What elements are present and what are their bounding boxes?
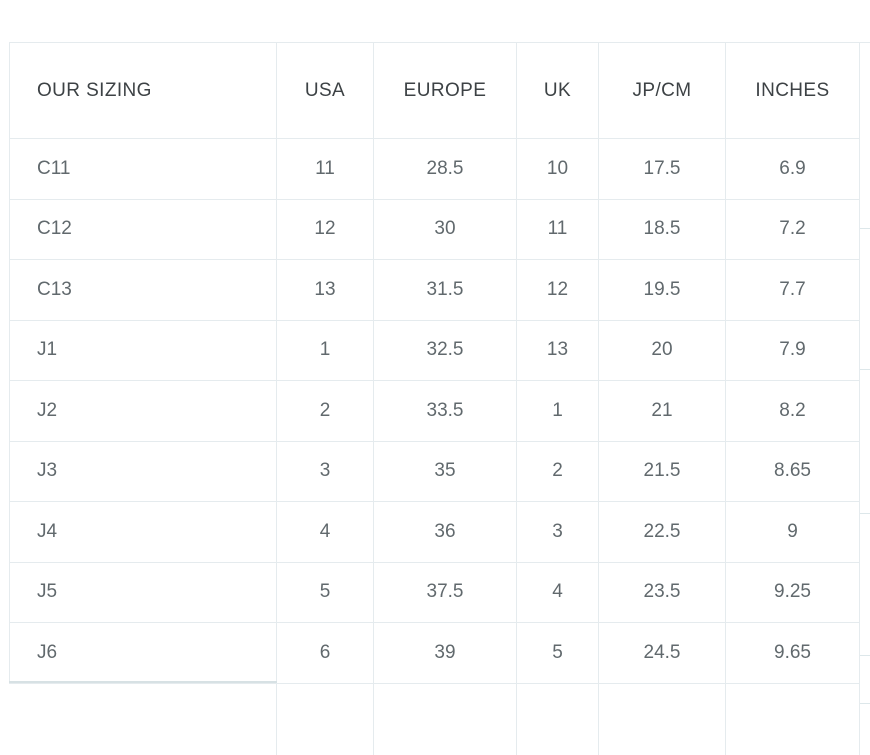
adjacent-row-border bbox=[860, 655, 870, 656]
size-value-cell: 17.5 bbox=[599, 139, 726, 200]
size-value-cell: 28.5 bbox=[374, 139, 517, 200]
table-row: J3 3 35 2 21.5 8.65 bbox=[9, 441, 860, 502]
size-value-cell: 37.5 bbox=[374, 562, 517, 623]
table-row: J4 4 36 3 22.5 9 bbox=[9, 502, 860, 563]
size-label-cell: J5 bbox=[9, 562, 277, 623]
adjacent-row-border bbox=[860, 513, 870, 514]
size-value-cell: 31.5 bbox=[374, 260, 517, 321]
size-value-cell: 4 bbox=[517, 562, 599, 623]
table-row: J1 1 32.5 13 20 7.9 bbox=[9, 320, 860, 381]
size-value-cell: 13 bbox=[517, 320, 599, 381]
size-value-cell: 3 bbox=[277, 441, 374, 502]
size-label-cell: J4 bbox=[9, 502, 277, 563]
size-value-cell: 21 bbox=[599, 381, 726, 442]
size-value-cell: 20 bbox=[599, 320, 726, 381]
size-value-cell: 33.5 bbox=[374, 381, 517, 442]
size-value-cell: 12 bbox=[277, 199, 374, 260]
empty-cell bbox=[599, 683, 726, 755]
table-row: J6 6 39 5 24.5 9.65 bbox=[9, 623, 860, 684]
column-header-inches: INCHES bbox=[726, 42, 860, 139]
table-row: J2 2 33.5 1 21 8.2 bbox=[9, 381, 860, 442]
empty-partial-row bbox=[9, 683, 860, 755]
size-value-cell: 23.5 bbox=[599, 562, 726, 623]
size-value-cell: 7.2 bbox=[726, 199, 860, 260]
empty-cell bbox=[9, 683, 277, 755]
size-value-cell: 39 bbox=[374, 623, 517, 684]
size-value-cell: 4 bbox=[277, 502, 374, 563]
size-conversion-table: OUR SIZING USA EUROPE UK JP/CM INCHES C11 11 28.… bbox=[9, 42, 860, 755]
size-value-cell: 36 bbox=[374, 502, 517, 563]
empty-cell bbox=[374, 683, 517, 755]
first-column-divider bbox=[9, 681, 277, 683]
size-value-cell: 22.5 bbox=[599, 502, 726, 563]
size-value-cell: 7.9 bbox=[726, 320, 860, 381]
adjacent-row-border bbox=[860, 369, 870, 370]
size-value-cell: 5 bbox=[277, 562, 374, 623]
size-value-cell: 10 bbox=[517, 139, 599, 200]
size-value-cell: 11 bbox=[277, 139, 374, 200]
size-value-cell: 30 bbox=[374, 199, 517, 260]
size-value-cell: 7.7 bbox=[726, 260, 860, 321]
size-value-cell: 9.25 bbox=[726, 562, 860, 623]
empty-cell bbox=[726, 683, 860, 755]
size-value-cell: 9 bbox=[726, 502, 860, 563]
table-header-row: OUR SIZING USA EUROPE UK JP/CM INCHES bbox=[9, 42, 860, 139]
empty-cell bbox=[277, 683, 374, 755]
size-value-cell: 8.2 bbox=[726, 381, 860, 442]
table-row: C13 13 31.5 12 19.5 7.7 bbox=[9, 260, 860, 321]
size-value-cell: 1 bbox=[517, 381, 599, 442]
size-label-cell: J3 bbox=[9, 441, 277, 502]
column-header-jp-cm: JP/CM bbox=[599, 42, 726, 139]
size-label-cell: C11 bbox=[9, 139, 277, 200]
size-label-cell: J1 bbox=[9, 320, 277, 381]
table-row: C11 11 28.5 10 17.5 6.9 bbox=[9, 139, 860, 200]
adjacent-row-border bbox=[860, 703, 870, 704]
size-label-cell: C12 bbox=[9, 199, 277, 260]
size-value-cell: 24.5 bbox=[599, 623, 726, 684]
size-value-cell: 3 bbox=[517, 502, 599, 563]
column-header-our-sizing: OUR SIZING bbox=[9, 42, 277, 139]
size-value-cell: 2 bbox=[277, 381, 374, 442]
table-row: C12 12 30 11 18.5 7.2 bbox=[9, 199, 860, 260]
size-value-cell: 32.5 bbox=[374, 320, 517, 381]
adjacent-row-border bbox=[860, 228, 870, 229]
size-value-cell: 8.65 bbox=[726, 441, 860, 502]
column-header-europe: EUROPE bbox=[374, 42, 517, 139]
size-value-cell: 19.5 bbox=[599, 260, 726, 321]
column-header-uk: UK bbox=[517, 42, 599, 139]
size-label-cell: C13 bbox=[9, 260, 277, 321]
size-value-cell: 6 bbox=[277, 623, 374, 684]
size-value-cell: 6.9 bbox=[726, 139, 860, 200]
size-value-cell: 21.5 bbox=[599, 441, 726, 502]
size-value-cell: 5 bbox=[517, 623, 599, 684]
column-header-usa: USA bbox=[277, 42, 374, 139]
size-value-cell: 35 bbox=[374, 441, 517, 502]
size-value-cell: 9.65 bbox=[726, 623, 860, 684]
size-label-cell: J2 bbox=[9, 381, 277, 442]
size-value-cell: 18.5 bbox=[599, 199, 726, 260]
adjacent-table-sliver bbox=[860, 42, 870, 755]
size-value-cell: 13 bbox=[277, 260, 374, 321]
empty-cell bbox=[517, 683, 599, 755]
size-value-cell: 11 bbox=[517, 199, 599, 260]
size-value-cell: 2 bbox=[517, 441, 599, 502]
size-value-cell: 1 bbox=[277, 320, 374, 381]
table-row: J5 5 37.5 4 23.5 9.25 bbox=[9, 562, 860, 623]
size-value-cell: 12 bbox=[517, 260, 599, 321]
size-label-cell: J6 bbox=[9, 623, 277, 684]
